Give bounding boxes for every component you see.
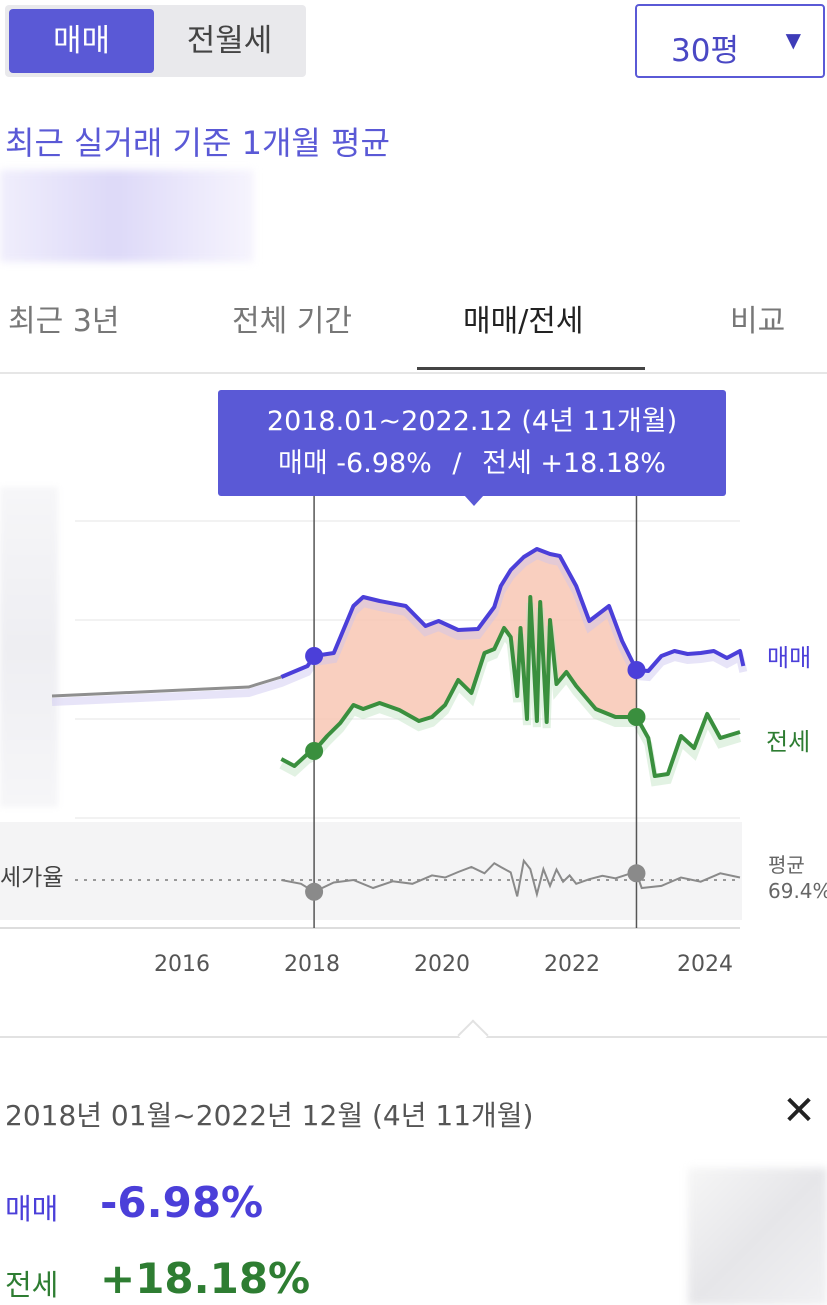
tooltip-sale-change: 매매 -6.98% bbox=[278, 448, 432, 479]
ratio-point-0 bbox=[305, 882, 324, 901]
sale-line bbox=[280, 547, 746, 679]
tooltip-changes: 매매 -6.98% / 전세 +18.18% bbox=[218, 443, 726, 485]
ratio-point-1 bbox=[627, 864, 646, 883]
tooltip-jeonse-change: 전세 +18.18% bbox=[482, 448, 666, 479]
tab-compare[interactable]: 비교 bbox=[730, 304, 786, 339]
ratio-average-title: 평균 bbox=[768, 853, 805, 877]
detail-period-text: 2018년 01월~2022년 12월 (4년 11개월) bbox=[5, 1099, 534, 1132]
selection-fill bbox=[314, 549, 637, 751]
caret-down-icon: ▼ bbox=[785, 28, 801, 52]
price-chart[interactable] bbox=[0, 374, 827, 1040]
jeonse-line bbox=[280, 595, 741, 778]
blurred-price-summary bbox=[0, 170, 254, 262]
price-chart-svg bbox=[0, 496, 748, 929]
ratio-average-value: 69.4% bbox=[768, 879, 827, 903]
detail-sale-value: -6.98% bbox=[100, 1178, 264, 1227]
price-basis-heading: 최근 실거래 기준 1개월 평균 bbox=[5, 124, 390, 162]
rent-toggle-button[interactable]: 전월세 bbox=[157, 9, 302, 73]
area-size-select[interactable]: 30평 ▼ bbox=[635, 4, 825, 78]
sale-toggle-button[interactable]: 매매 bbox=[9, 9, 154, 73]
x-tick-2020: 2020 bbox=[414, 952, 470, 977]
x-tick-2024: 2024 bbox=[677, 952, 733, 977]
ratio-panel-bg bbox=[0, 822, 742, 920]
close-icon[interactable]: ✕ bbox=[782, 1088, 816, 1134]
tooltip-pointer bbox=[464, 495, 484, 506]
tab-recent-3y[interactable]: 최근 3년 bbox=[8, 304, 120, 339]
sale-point-0 bbox=[305, 647, 324, 665]
blurred-detail-info bbox=[688, 1168, 827, 1305]
section-divider bbox=[0, 1036, 827, 1038]
area-size-value: 30평 bbox=[671, 33, 739, 69]
tooltip-range: 2018.01~2022.12 (4년 11개월) bbox=[266, 406, 678, 437]
tab-all-period[interactable]: 전체 기간 bbox=[232, 304, 352, 339]
range-tooltip: 2018.01~2022.12 (4년 11개월) 매매 -6.98% / 전세… bbox=[218, 390, 726, 496]
detail-jeonse-value: +18.18% bbox=[100, 1254, 311, 1303]
jeonse-point-1 bbox=[627, 708, 646, 726]
blurred-y-axis bbox=[0, 487, 58, 807]
deal-type-toggle: 매매 전월세 bbox=[5, 5, 306, 77]
tab-sale-jeonse[interactable]: 매매/전세 bbox=[463, 304, 584, 339]
tooltip-separator: / bbox=[452, 448, 462, 479]
sale-series-label: 매매 bbox=[767, 644, 812, 672]
tabs-divider bbox=[0, 372, 827, 374]
jeonse-series-label: 전세 bbox=[766, 728, 811, 756]
chart-period-tabs: 최근 3년 전체 기간 매매/전세 비교 bbox=[0, 270, 827, 374]
detail-jeonse-label: 전세 bbox=[5, 1268, 59, 1302]
x-tick-2018: 2018 bbox=[284, 952, 340, 977]
detail-sale-label: 매매 bbox=[5, 1192, 59, 1226]
sale-point-1 bbox=[627, 661, 646, 679]
x-tick-2022: 2022 bbox=[544, 952, 600, 977]
jeonse-point-0 bbox=[305, 742, 324, 760]
active-tab-underline bbox=[417, 367, 645, 370]
ratio-series-label: 세가율 bbox=[0, 865, 64, 891]
x-tick-2016: 2016 bbox=[154, 952, 210, 977]
sale-history-line bbox=[51, 675, 282, 698]
ratio-average-label: 평균 69.4% bbox=[768, 852, 827, 904]
